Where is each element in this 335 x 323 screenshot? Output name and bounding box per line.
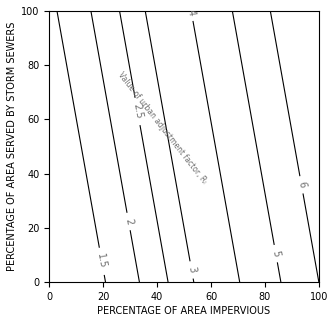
Text: 5: 5 [270, 250, 281, 258]
Y-axis label: PERCENTAGE OF AREA SERVED BY STORM SEWERS: PERCENTAGE OF AREA SERVED BY STORM SEWER… [7, 22, 17, 271]
Text: 3: 3 [186, 266, 197, 274]
Text: 2.5: 2.5 [131, 103, 144, 120]
Text: 6: 6 [296, 181, 307, 189]
X-axis label: PERCENTAGE OF AREA IMPERVIOUS: PERCENTAGE OF AREA IMPERVIOUS [97, 306, 271, 316]
Text: 4: 4 [186, 8, 197, 16]
Text: 1.5: 1.5 [95, 253, 108, 270]
Text: 2: 2 [123, 217, 134, 225]
Text: Value of urban adjustment factor, Rₗ: Value of urban adjustment factor, Rₗ [116, 70, 209, 185]
